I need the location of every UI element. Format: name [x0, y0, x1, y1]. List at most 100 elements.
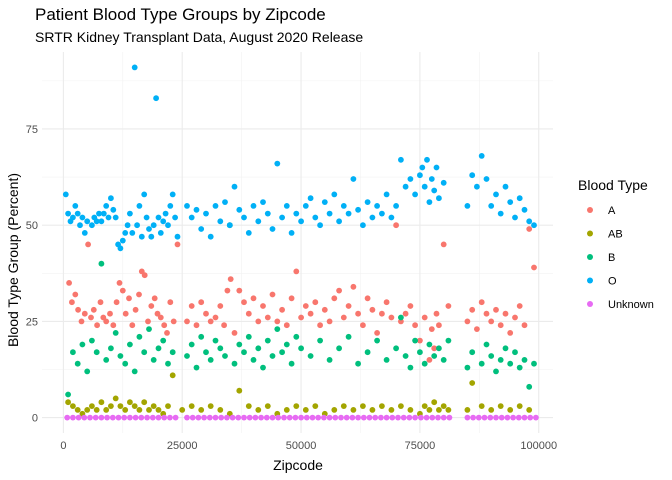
data-point-unknown: [504, 414, 511, 421]
data-point-unknown: [298, 414, 304, 421]
data-point-a: [132, 306, 139, 313]
data-point-ab: [136, 407, 143, 413]
data-point-b: [150, 357, 157, 363]
data-point-o: [345, 210, 352, 217]
data-point-b: [521, 357, 528, 363]
data-point-b: [126, 341, 133, 348]
data-point-o: [502, 183, 509, 190]
data-point-b: [417, 349, 423, 356]
data-point-o: [321, 199, 328, 206]
data-point-ab: [217, 407, 224, 413]
data-point-b: [526, 383, 533, 390]
data-point-unknown: [429, 414, 436, 421]
data-point-ab: [165, 403, 171, 409]
data-point-unknown: [395, 414, 401, 421]
x-tick-label: 25000: [167, 440, 198, 452]
data-point-unknown: [366, 414, 373, 421]
data-point-unknown: [343, 414, 350, 421]
data-point-o: [138, 233, 145, 240]
data-point-a: [345, 303, 352, 309]
data-point-a: [428, 326, 435, 332]
data-point-ab: [369, 407, 376, 413]
data-point-b: [198, 333, 205, 340]
data-point-b: [169, 349, 176, 356]
data-point-unknown: [292, 414, 299, 421]
data-point-a: [113, 299, 120, 306]
data-point-b: [440, 357, 447, 363]
data-point-a: [360, 322, 366, 329]
data-point-o: [134, 222, 141, 229]
data-point-b: [98, 260, 105, 267]
data-point-o: [283, 203, 290, 209]
data-point-unknown: [206, 414, 213, 421]
data-point-ab: [507, 407, 514, 413]
data-point-o: [274, 160, 281, 167]
data-point-b: [165, 360, 171, 367]
data-point-a: [497, 322, 504, 329]
data-point-ab: [74, 407, 81, 413]
data-point-b: [188, 341, 195, 348]
data-point-o: [108, 195, 114, 202]
data-point-unknown: [440, 414, 447, 421]
data-point-ab: [431, 399, 438, 406]
data-point-ab: [302, 407, 309, 413]
data-point-a: [502, 310, 509, 317]
data-point-a: [227, 276, 234, 282]
data-point-o: [119, 237, 126, 244]
data-point-o: [474, 183, 480, 190]
data-point-a: [433, 310, 440, 317]
data-point-a: [488, 318, 495, 325]
data-point-b: [84, 368, 91, 375]
data-point-ab: [350, 407, 357, 413]
data-point-a: [312, 299, 319, 306]
data-point-b: [293, 333, 300, 340]
data-point-a: [119, 287, 126, 294]
legend-key-unknown: [587, 301, 593, 307]
data-point-o: [526, 218, 533, 225]
data-point-o: [464, 203, 471, 209]
data-point-ab: [245, 403, 252, 409]
data-point-ab: [478, 403, 485, 409]
data-point-a: [269, 291, 276, 298]
data-point-o: [421, 183, 428, 190]
data-point-a: [203, 310, 209, 317]
data-point-a: [66, 280, 72, 286]
data-point-b: [283, 341, 290, 348]
data-point-unknown: [533, 414, 539, 421]
data-point-b: [326, 357, 333, 363]
data-point-ab: [146, 407, 152, 413]
data-point-o: [174, 233, 181, 240]
data-point-ab: [141, 399, 148, 406]
data-point-a: [516, 303, 523, 309]
data-point-b: [393, 345, 399, 352]
data-point-ab: [150, 403, 157, 409]
legend-title: Blood Type: [578, 177, 648, 193]
data-point-unknown: [172, 414, 179, 421]
y-axis-ticks: 0 25 50 75: [26, 124, 38, 425]
data-point-unknown: [378, 414, 384, 421]
data-point-b: [364, 349, 371, 356]
data-point-a: [103, 318, 110, 325]
data-point-b: [231, 360, 238, 367]
data-point-b: [79, 341, 86, 348]
data-point-a: [81, 310, 88, 317]
data-point-a: [407, 303, 414, 309]
data-point-b: [317, 337, 323, 344]
data-point-o: [148, 233, 155, 240]
data-point-a: [393, 222, 399, 229]
data-point-unknown: [275, 414, 282, 421]
data-point-a: [317, 322, 323, 329]
data-point-unknown: [355, 414, 361, 421]
data-point-ab: [360, 403, 366, 409]
data-point-b: [478, 360, 485, 367]
data-point-a: [388, 314, 395, 321]
data-point-unknown: [383, 414, 390, 421]
data-point-a: [69, 299, 75, 306]
data-point-a: [431, 345, 438, 352]
data-point-unknown: [121, 414, 128, 421]
data-point-unknown: [475, 414, 482, 421]
data-point-a: [331, 295, 338, 302]
data-point-a: [350, 283, 357, 290]
data-point-a: [336, 287, 342, 294]
data-point-ab: [469, 380, 476, 386]
